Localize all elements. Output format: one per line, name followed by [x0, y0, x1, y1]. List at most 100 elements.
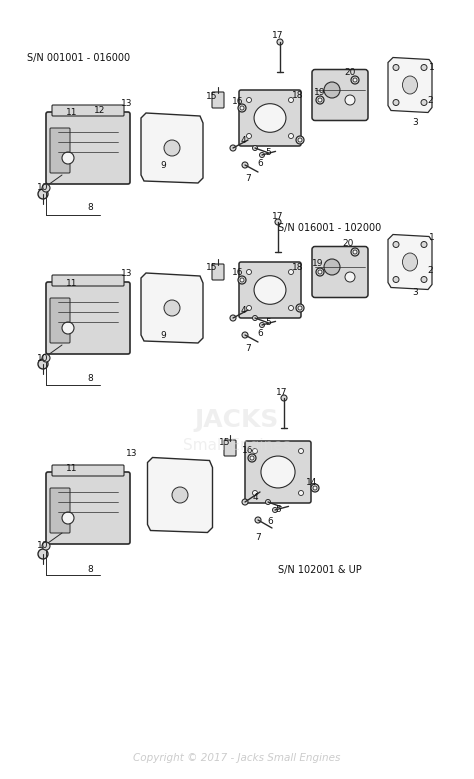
Circle shape — [164, 300, 180, 316]
FancyBboxPatch shape — [46, 472, 130, 544]
Ellipse shape — [254, 104, 286, 132]
Text: 11: 11 — [66, 279, 78, 287]
Ellipse shape — [254, 276, 286, 305]
Text: 8: 8 — [87, 566, 93, 574]
Text: 11: 11 — [66, 108, 78, 117]
Circle shape — [259, 323, 264, 327]
Circle shape — [289, 270, 293, 274]
Text: 19: 19 — [314, 87, 326, 97]
Circle shape — [255, 517, 261, 523]
Circle shape — [42, 354, 50, 362]
Circle shape — [164, 140, 180, 156]
FancyBboxPatch shape — [239, 90, 301, 146]
Circle shape — [318, 98, 322, 102]
Circle shape — [353, 78, 357, 82]
Circle shape — [273, 507, 277, 513]
Circle shape — [230, 315, 236, 321]
Circle shape — [393, 241, 399, 248]
Circle shape — [242, 162, 248, 168]
Text: 5: 5 — [265, 318, 271, 326]
Circle shape — [296, 136, 304, 144]
FancyBboxPatch shape — [50, 488, 70, 533]
Text: 10: 10 — [37, 182, 49, 192]
Circle shape — [324, 259, 340, 275]
Ellipse shape — [402, 253, 418, 271]
FancyBboxPatch shape — [46, 112, 130, 184]
Circle shape — [298, 306, 302, 310]
Text: 17: 17 — [272, 30, 284, 40]
Circle shape — [259, 153, 264, 157]
Text: 11: 11 — [66, 464, 78, 473]
Text: 16: 16 — [232, 267, 244, 277]
FancyBboxPatch shape — [239, 262, 301, 318]
Circle shape — [246, 305, 252, 311]
Circle shape — [345, 95, 355, 105]
Text: 7: 7 — [245, 344, 251, 353]
Circle shape — [316, 268, 324, 276]
Text: 3: 3 — [412, 118, 418, 126]
Circle shape — [289, 97, 293, 103]
Text: 3: 3 — [412, 287, 418, 297]
Circle shape — [38, 189, 48, 199]
Circle shape — [299, 449, 303, 453]
Text: 1: 1 — [429, 232, 435, 241]
Polygon shape — [141, 273, 203, 343]
Text: 17: 17 — [276, 387, 288, 397]
Circle shape — [421, 65, 427, 71]
Circle shape — [316, 96, 324, 104]
FancyBboxPatch shape — [245, 441, 311, 503]
Text: 19: 19 — [312, 259, 324, 267]
Text: 10: 10 — [37, 541, 49, 551]
Circle shape — [238, 276, 246, 284]
Text: 10: 10 — [37, 354, 49, 362]
Text: 13: 13 — [126, 449, 138, 457]
Text: 17: 17 — [272, 212, 284, 220]
Text: 5: 5 — [275, 506, 281, 514]
Text: 15: 15 — [206, 91, 218, 100]
Polygon shape — [141, 113, 203, 183]
Text: 15: 15 — [206, 263, 218, 272]
Text: 15: 15 — [219, 438, 231, 446]
Circle shape — [253, 315, 257, 320]
Circle shape — [298, 138, 302, 142]
Text: 20: 20 — [344, 68, 356, 76]
Circle shape — [250, 456, 254, 460]
Text: 7: 7 — [255, 533, 261, 541]
Polygon shape — [388, 58, 432, 112]
Circle shape — [242, 332, 248, 338]
FancyBboxPatch shape — [50, 128, 70, 173]
Circle shape — [318, 270, 322, 274]
Text: 18: 18 — [292, 263, 304, 272]
Polygon shape — [147, 457, 212, 533]
Circle shape — [172, 487, 188, 503]
Text: S/N 001001 - 016000: S/N 001001 - 016000 — [27, 53, 130, 63]
Ellipse shape — [402, 76, 418, 94]
Text: 6: 6 — [267, 517, 273, 527]
Text: S/N 102001 & UP: S/N 102001 & UP — [278, 565, 362, 575]
Circle shape — [42, 184, 50, 192]
FancyBboxPatch shape — [50, 298, 70, 343]
Circle shape — [289, 133, 293, 139]
Circle shape — [253, 146, 257, 150]
Text: 16: 16 — [242, 446, 254, 454]
FancyBboxPatch shape — [212, 92, 224, 108]
FancyBboxPatch shape — [52, 105, 124, 116]
Circle shape — [62, 152, 74, 164]
Circle shape — [296, 304, 304, 312]
Polygon shape — [388, 234, 432, 290]
Text: 7: 7 — [245, 174, 251, 182]
Circle shape — [313, 486, 317, 490]
Circle shape — [393, 65, 399, 71]
Text: 9: 9 — [160, 160, 166, 170]
Text: 20: 20 — [342, 238, 354, 248]
Text: 6: 6 — [257, 158, 263, 167]
Text: 12: 12 — [94, 105, 106, 115]
FancyBboxPatch shape — [312, 69, 368, 121]
Circle shape — [240, 278, 244, 282]
Circle shape — [38, 359, 48, 369]
Text: 6: 6 — [257, 329, 263, 337]
Text: JACKS: JACKS — [195, 408, 279, 432]
Circle shape — [351, 248, 359, 256]
FancyBboxPatch shape — [224, 440, 236, 456]
Circle shape — [421, 100, 427, 105]
